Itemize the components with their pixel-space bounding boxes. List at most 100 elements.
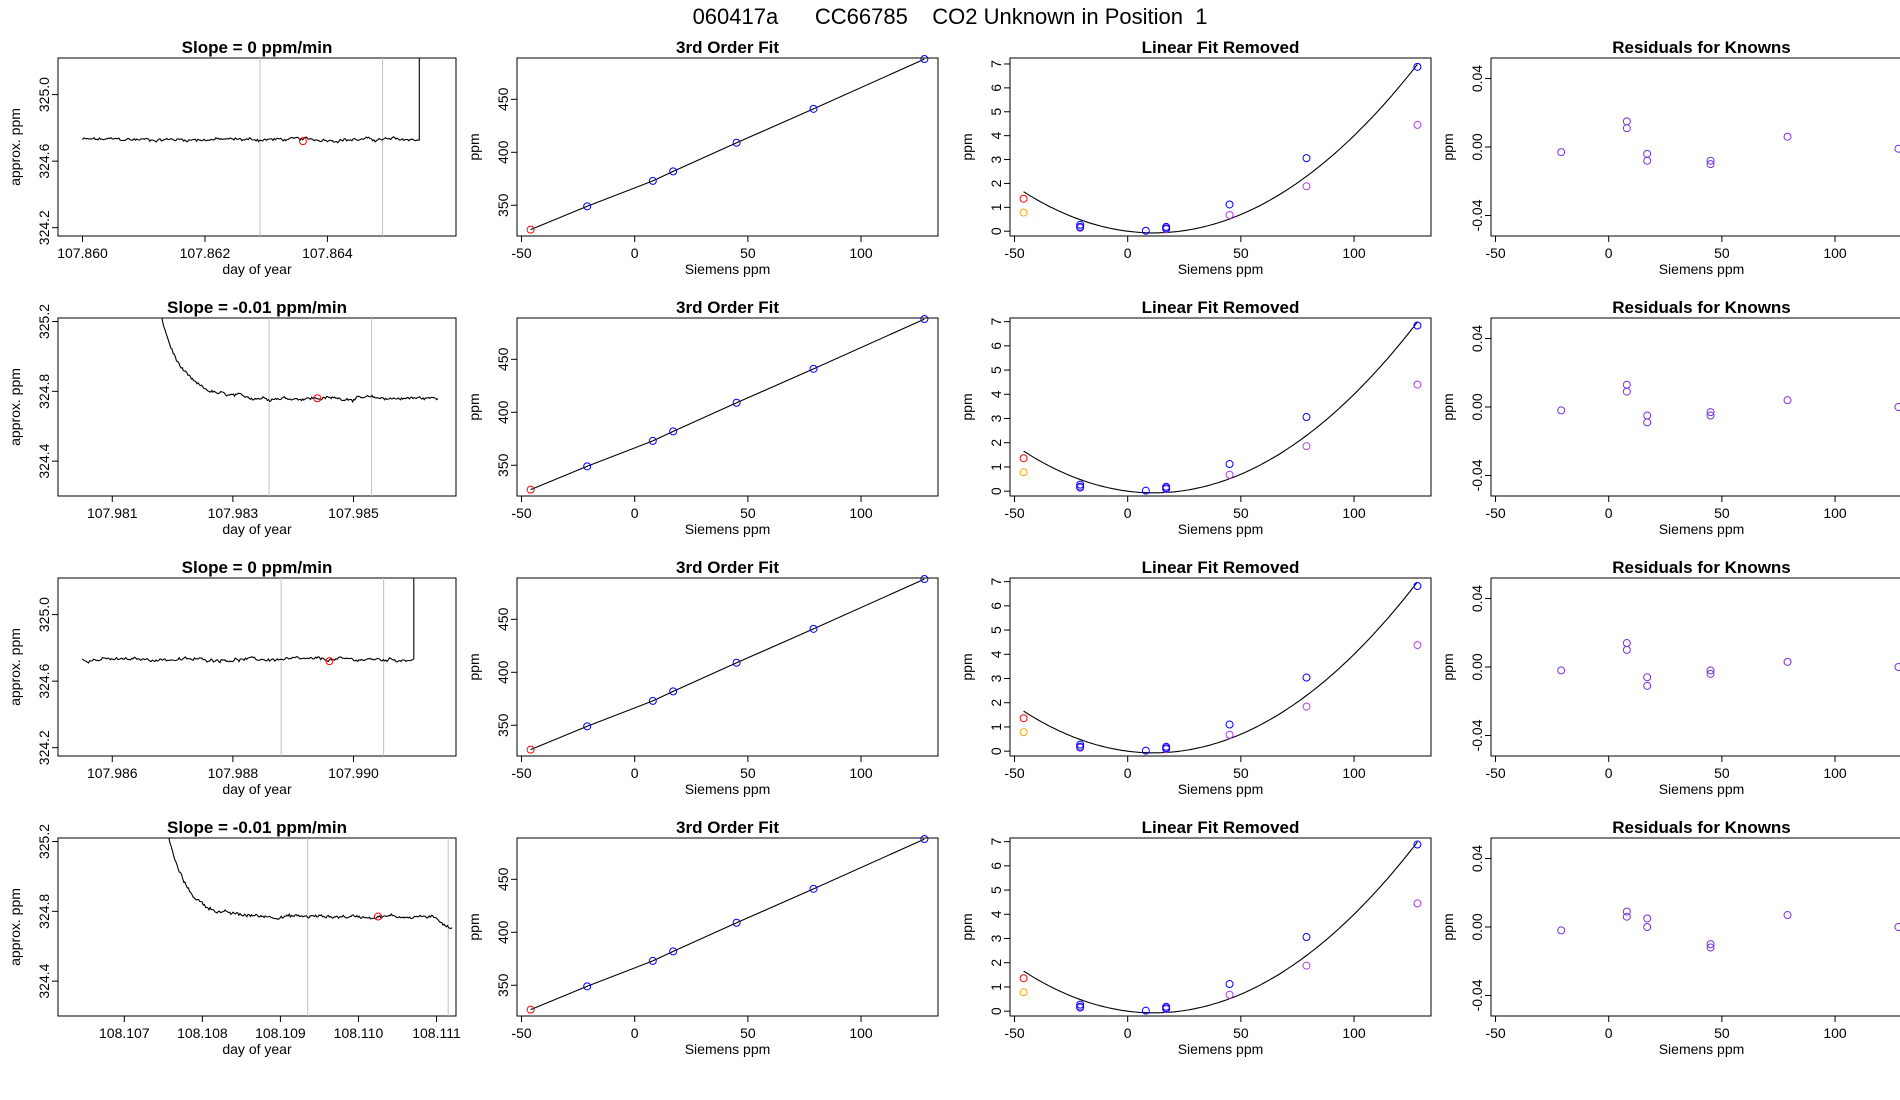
ppm-series-line xyxy=(168,838,453,930)
ppm-series-line xyxy=(82,58,420,144)
data-point xyxy=(1225,200,1234,209)
residual-point xyxy=(1225,990,1234,999)
residual-point xyxy=(1225,730,1234,739)
residual-point xyxy=(1413,641,1422,650)
data-point xyxy=(1225,720,1234,729)
y-tick-label: -0.04 xyxy=(1469,719,1485,751)
y-tick-label: 5 xyxy=(988,366,1004,374)
x-tick-label: 50 xyxy=(1233,765,1249,781)
data-point xyxy=(1076,742,1085,751)
y-tick-label: 1 xyxy=(988,983,1004,991)
data-point xyxy=(1894,144,1900,153)
data-point xyxy=(648,696,657,705)
plot-frame xyxy=(516,57,939,237)
data-point xyxy=(1413,581,1422,590)
plot-frame xyxy=(57,317,457,497)
y-tick-label: 6 xyxy=(988,84,1004,92)
ppm-series-line xyxy=(81,578,415,664)
data-point xyxy=(1622,124,1631,133)
data-point xyxy=(920,575,929,584)
data-point xyxy=(732,398,741,407)
sample-marker xyxy=(373,912,382,921)
plot-title: Residuals for Knowns xyxy=(1612,818,1791,837)
data-point xyxy=(1076,220,1085,229)
y-tick-label: 3 xyxy=(988,155,1004,163)
data-point xyxy=(809,624,818,633)
y-tick-label: 2 xyxy=(988,959,1004,967)
x-tick-label: 100 xyxy=(1823,245,1847,261)
x-tick-label: -50 xyxy=(1004,765,1024,781)
data-point xyxy=(583,202,592,211)
x-tick-label: 108.109 xyxy=(255,1025,306,1041)
x-axis-label: Siemens ppm xyxy=(1659,1041,1745,1057)
data-point xyxy=(1557,666,1566,675)
plot-title: Linear Fit Removed xyxy=(1142,38,1300,57)
data-point xyxy=(669,687,678,696)
x-tick-label: -50 xyxy=(511,765,531,781)
data-point xyxy=(1557,148,1566,157)
x-tick-label: 50 xyxy=(740,245,756,261)
data-point xyxy=(648,436,657,445)
plot-title: 3rd Order Fit xyxy=(676,298,779,317)
data-point xyxy=(1622,639,1631,648)
plot-title: Linear Fit Removed xyxy=(1142,818,1300,837)
x-tick-label: 100 xyxy=(1823,1025,1847,1041)
y-tick-label: -0.04 xyxy=(1469,459,1485,491)
plot-title: 3rd Order Fit xyxy=(676,38,779,57)
data-point xyxy=(1302,933,1311,942)
data-point xyxy=(1894,403,1900,411)
y-axis-label: ppm xyxy=(1440,653,1456,680)
data-point xyxy=(1643,923,1652,931)
residual-point xyxy=(1413,380,1422,389)
x-tick-label: 50 xyxy=(1714,765,1730,781)
data-point xyxy=(669,427,678,436)
y-tick-label: 1 xyxy=(988,203,1004,211)
figure-title: 060417a CC66785 CO2 Unknown in Position … xyxy=(692,4,1208,29)
residual-point xyxy=(1019,468,1028,477)
y-tick-label: 324.6 xyxy=(36,143,52,178)
data-point xyxy=(648,956,657,965)
x-tick-label: 0 xyxy=(1605,1025,1613,1041)
sample-marker xyxy=(325,657,334,666)
x-tick-label: 50 xyxy=(740,505,756,521)
y-tick-label: 325.0 xyxy=(36,597,52,632)
data-point xyxy=(526,1005,535,1014)
y-tick-label: 325.2 xyxy=(36,304,52,339)
y-tick-label: 0 xyxy=(988,1007,1004,1015)
ppm-series-line xyxy=(161,318,439,404)
y-axis-label: approx. ppm xyxy=(7,888,23,966)
residual-point xyxy=(1019,728,1028,737)
plot-title: Linear Fit Removed xyxy=(1142,298,1300,317)
data-point xyxy=(1019,194,1028,203)
plot-frame xyxy=(57,57,457,237)
x-tick-label: 50 xyxy=(1714,1025,1730,1041)
data-point xyxy=(1019,974,1028,983)
data-point xyxy=(1643,418,1652,427)
residual-point xyxy=(1302,961,1311,970)
plot-frame xyxy=(1490,577,1900,757)
x-tick-label: 107.862 xyxy=(180,245,231,261)
data-point xyxy=(1622,912,1631,921)
plot-frame xyxy=(1009,317,1432,497)
y-tick-label: 450 xyxy=(495,607,511,631)
plot-frame xyxy=(57,577,457,757)
y-tick-label: -0.04 xyxy=(1469,199,1485,231)
data-point xyxy=(1706,156,1715,165)
y-axis-label: ppm xyxy=(959,133,975,160)
x-tick-label: 0 xyxy=(631,1025,639,1041)
y-tick-label: 4 xyxy=(988,390,1004,398)
y-axis-label: ppm xyxy=(466,133,482,160)
quadratic-curve xyxy=(1023,581,1418,754)
data-point xyxy=(1141,226,1150,235)
data-point xyxy=(526,745,535,754)
y-axis-label: approx. ppm xyxy=(7,628,23,706)
data-point xyxy=(1141,486,1150,495)
data-point xyxy=(1162,224,1171,233)
x-tick-label: 100 xyxy=(1342,245,1366,261)
y-axis-label: ppm xyxy=(466,393,482,420)
x-tick-label: 100 xyxy=(849,765,873,781)
x-tick-label: 50 xyxy=(1233,1025,1249,1041)
data-point xyxy=(1706,408,1715,417)
x-tick-label: 50 xyxy=(1233,505,1249,521)
